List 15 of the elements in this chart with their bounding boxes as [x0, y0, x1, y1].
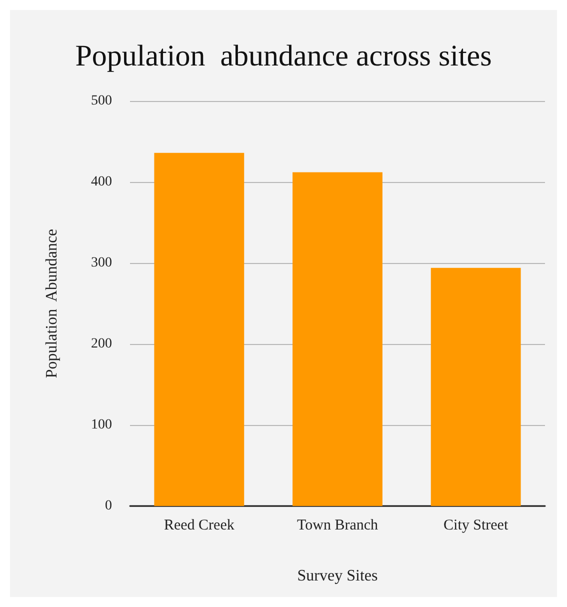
bar — [430, 268, 521, 506]
x-axis-title: Survey Sites — [297, 568, 378, 584]
y-tick-label: 300 — [91, 256, 112, 270]
x-tick-label: City Street — [444, 518, 509, 534]
y-tick-label: 200 — [91, 336, 112, 352]
y-tick-label: 400 — [91, 174, 112, 190]
y-tick-label: 500 — [91, 94, 112, 108]
x-tick-label: Reed Creek — [164, 518, 235, 534]
y-tick-label: 100 — [91, 418, 112, 432]
y-tick-label: 0 — [105, 498, 112, 514]
bar — [292, 172, 382, 506]
x-tick-label: Town Branch — [296, 518, 379, 534]
y-axis-title: Population Abundance — [44, 228, 60, 378]
chart-title: Population abundance across sites — [75, 40, 492, 72]
bar — [154, 152, 244, 506]
